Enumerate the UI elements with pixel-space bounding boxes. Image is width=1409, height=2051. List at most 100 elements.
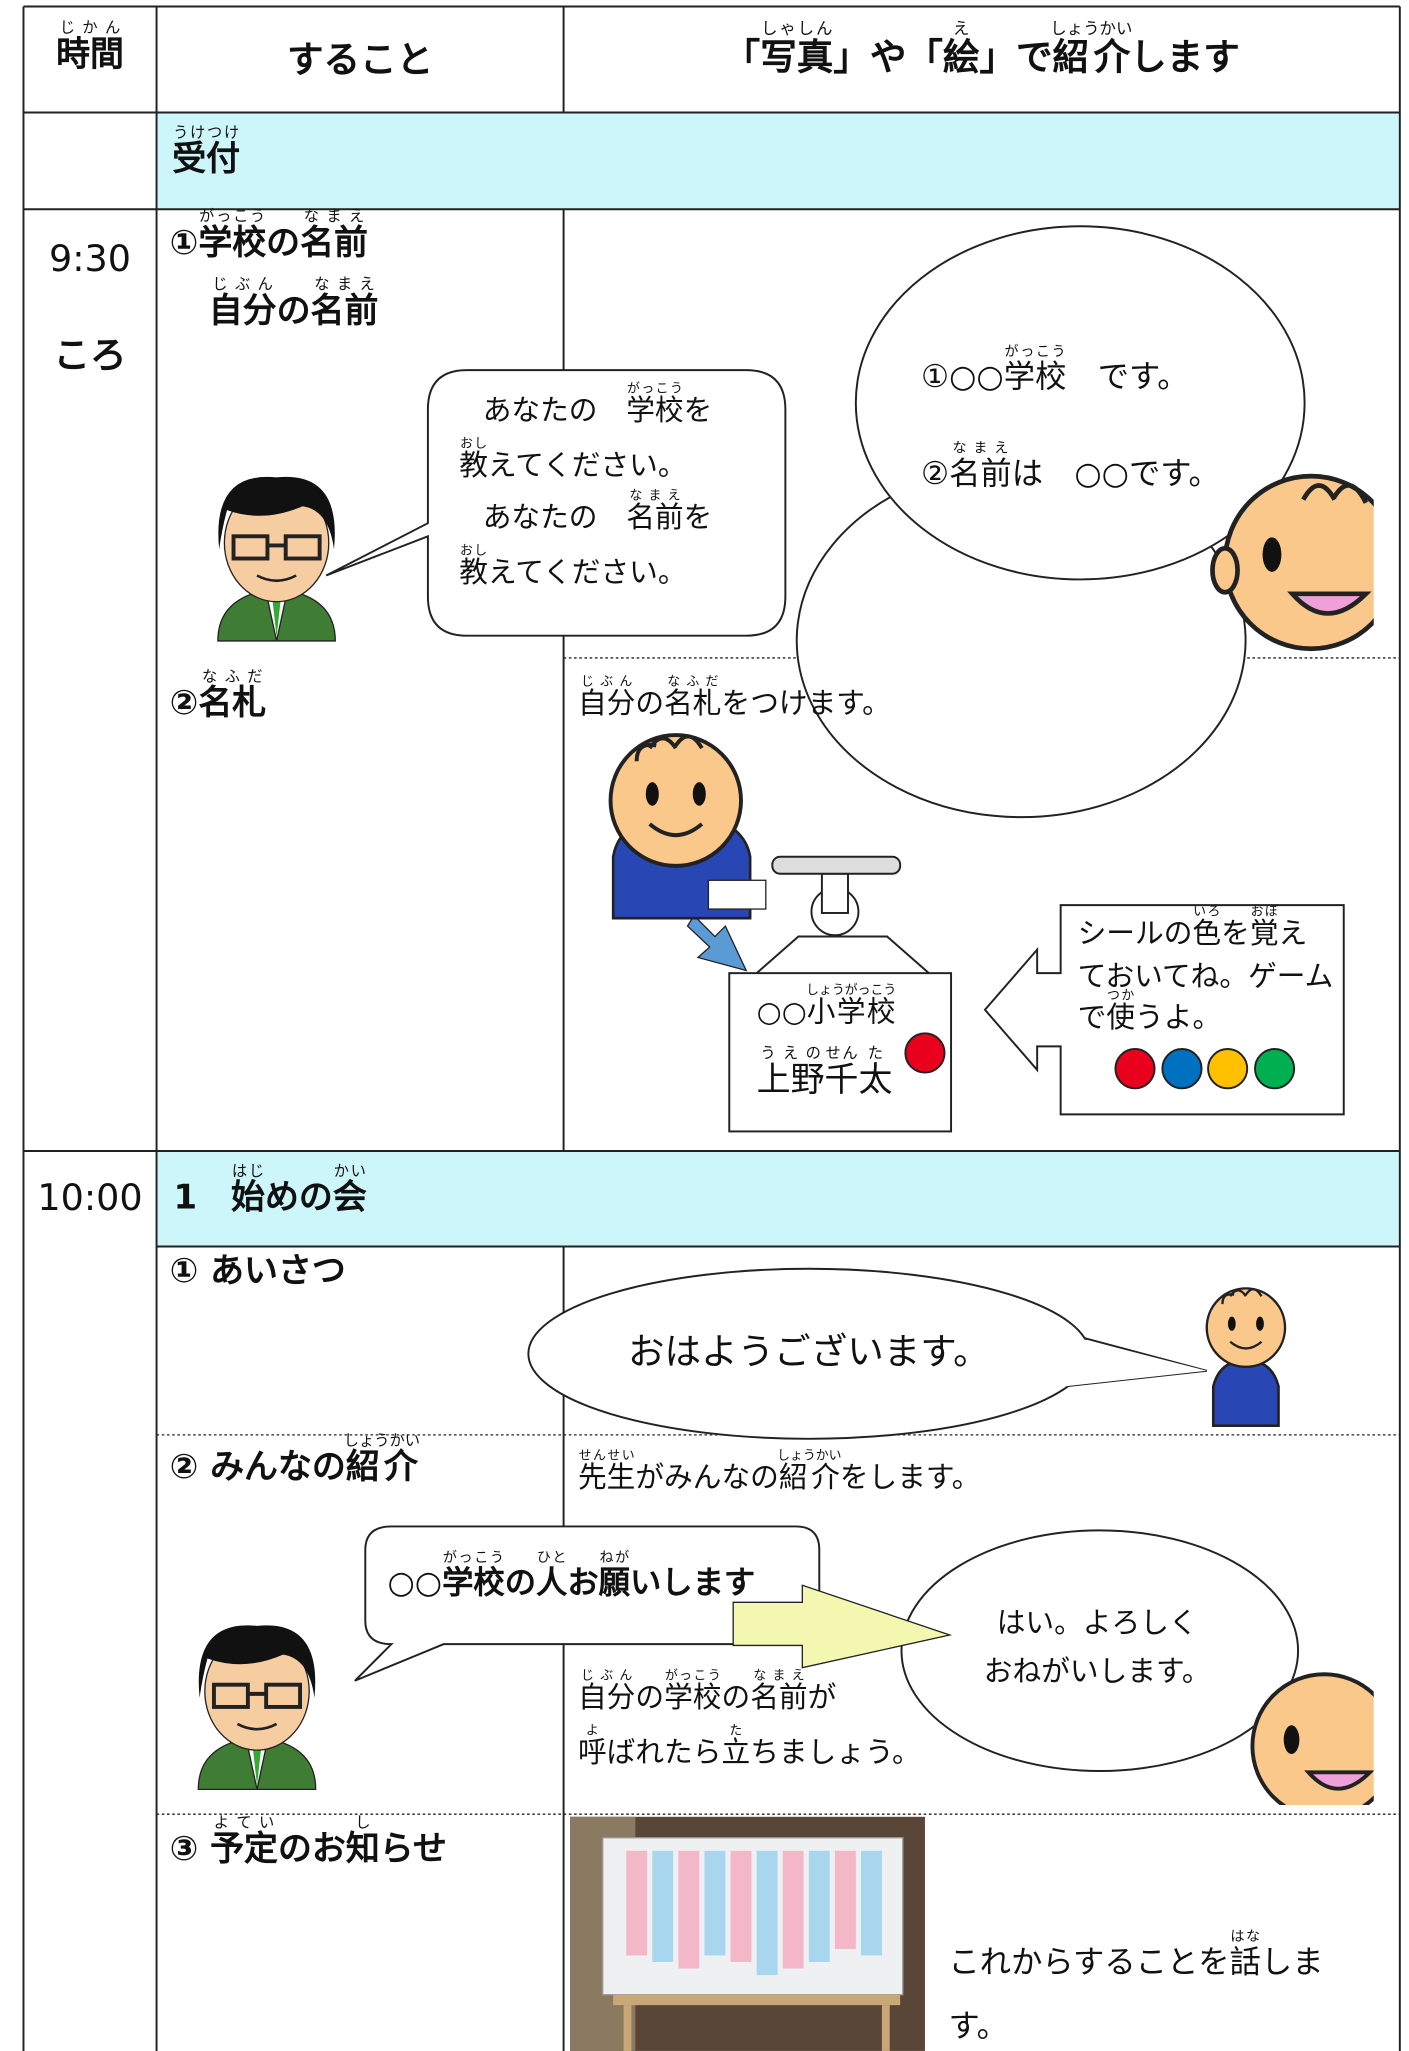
text-run: のお — [278, 1829, 346, 1870]
base-text: 学校 — [1003, 358, 1067, 396]
item-label: ②名札なふだ — [170, 667, 267, 725]
bubble-text: ○○学校がっこうの人ひとお願ねがいします — [387, 1549, 755, 1603]
text-run: の — [635, 1682, 665, 1715]
bubble-text: おねがいします。 — [983, 1655, 1211, 1689]
base-text: 知 — [345, 1829, 380, 1870]
ruby-word: 太た — [858, 1044, 892, 1100]
ruby-word: 名前なまえ — [626, 489, 683, 535]
text-run: シールの — [1077, 918, 1193, 951]
text-run: ① — [169, 223, 199, 263]
header-time: 時間じかん — [23, 18, 156, 76]
text-run: が — [807, 1682, 837, 1715]
item-desc: これからすることを話はなしま — [948, 1928, 1323, 1982]
furigana: し — [345, 1812, 380, 1832]
base-text: 話 — [1229, 1943, 1261, 1981]
base-text: 始 — [231, 1178, 265, 1218]
text-run: ばれたら — [606, 1737, 722, 1770]
text-run: え — [1278, 918, 1308, 951]
furigana: がっこう — [1003, 342, 1067, 360]
ruby-word: 名札なふだ — [664, 675, 721, 721]
base-text: 名前 — [750, 1682, 808, 1715]
bubble-text: 教おしえてください。 — [459, 544, 686, 592]
furigana: せん — [824, 1043, 859, 1063]
ruby-word: 人ひと — [536, 1549, 568, 1601]
furigana: せんせい — [577, 1449, 636, 1464]
figures — [196, 473, 1374, 1806]
furigana: うえの — [756, 1043, 825, 1063]
base-text: 写真 — [760, 35, 834, 79]
base-text: 名前 — [300, 223, 368, 263]
base-text: 呼 — [577, 1737, 607, 1770]
furigana: はじ — [231, 1161, 265, 1180]
furigana: がっこう — [198, 206, 267, 225]
ruby-word: 絵え — [943, 18, 980, 78]
ruby-word: 知し — [345, 1813, 380, 1870]
furigana: がっこう — [442, 1548, 505, 1566]
furigana: え — [942, 18, 980, 38]
item-label: ③ 予定よていのお知しらせ — [170, 1813, 447, 1871]
base-text: 学校 — [198, 223, 267, 263]
text-run: うよ。 — [1135, 1001, 1222, 1035]
base-text: 人 — [536, 1564, 568, 1601]
note-text: シールの色いろを覚おぼえ — [1078, 905, 1308, 953]
header-action: すること — [286, 37, 434, 82]
text-run: の — [504, 1564, 537, 1601]
item-desc: 呼よばれたら立たちましょう。 — [578, 1724, 921, 1772]
furigana: なまえ — [750, 1669, 808, 1684]
ruby-word: 自分じぶん — [578, 675, 635, 721]
furigana: おぼ — [1249, 905, 1279, 920]
base-text: 紹介 — [777, 1462, 842, 1496]
furigana: た — [858, 1043, 893, 1063]
base-text: 先生 — [577, 1462, 636, 1496]
base-text: 予定 — [210, 1829, 279, 1870]
text-run: で — [1077, 1001, 1107, 1035]
base-text: 覚 — [1249, 918, 1279, 951]
text-run: 」で — [979, 35, 1053, 79]
text-run: ② — [169, 684, 199, 724]
text-run: 」や「 — [833, 35, 943, 79]
text-run: えてください。 — [487, 449, 687, 483]
item-label: 自分じぶんの名前なまえ — [209, 275, 379, 333]
ruby-word: 紹介しょうかい — [343, 1431, 420, 1488]
bubble-text: おはようございます。 — [628, 1330, 990, 1374]
ruby-word: 小学校しょうがっこう — [806, 984, 897, 1030]
furigana: いろ — [1192, 905, 1222, 920]
ruby-word: 千せん — [824, 1044, 859, 1101]
text-run: をつけます。 — [721, 688, 891, 721]
furigana: しょうかい — [343, 1430, 420, 1450]
text-run: ② みんなの — [169, 1447, 346, 1488]
ruby-word: 紹介しょうかい — [1050, 18, 1132, 78]
furigana: がっこう — [626, 381, 684, 397]
text-run: 「 — [723, 35, 761, 79]
text-run: めの — [264, 1178, 333, 1218]
base-text: 時間 — [56, 35, 124, 75]
furigana: しょうかい — [1050, 18, 1133, 38]
base-text: 教 — [459, 449, 488, 483]
furigana: なまえ — [949, 439, 1012, 457]
base-text: 紹介 — [343, 1447, 420, 1488]
text-run: ② — [921, 455, 950, 492]
arrows — [686, 914, 953, 1669]
furigana: なふだ — [198, 667, 267, 686]
ruby-word: 使つか — [1106, 989, 1135, 1035]
furigana: じぶん — [577, 674, 636, 690]
header-intro: 「写真しゃしん」や「絵え」で紹介しょうかいします — [564, 18, 1400, 79]
photo — [570, 1816, 925, 2051]
text-run: ①○○ — [921, 358, 1004, 396]
furigana: よてい — [210, 1812, 278, 1832]
furigana: た — [721, 1723, 751, 1739]
text-run: を — [683, 395, 713, 428]
furigana: なまえ — [626, 489, 684, 504]
item-label: ① あいさつ — [169, 1251, 346, 1291]
base-text: 千 — [824, 1060, 859, 1101]
ruby-word: 受付うけつけ — [172, 123, 240, 179]
base-text: 学校 — [442, 1564, 505, 1601]
ruby-word: 学校がっこう — [198, 207, 267, 263]
base-text: 教 — [459, 557, 488, 590]
ruby-word: 立た — [721, 1724, 750, 1770]
name-tag — [728, 855, 1296, 1133]
tag-school: ○○小学校しょうがっこう — [757, 984, 897, 1032]
furigana: なまえ — [310, 274, 379, 293]
ruby-word: 覚おぼ — [1249, 905, 1279, 951]
